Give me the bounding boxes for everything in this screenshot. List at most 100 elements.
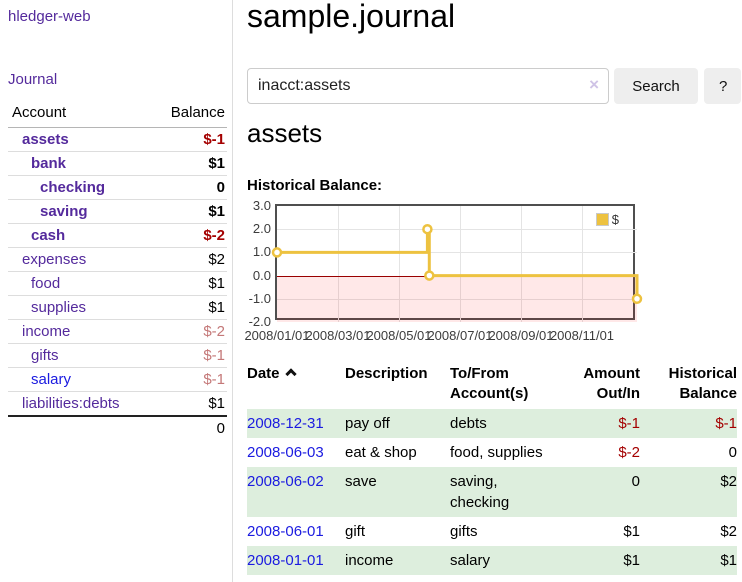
sidebar-account-cash[interactable]: cash [31, 227, 66, 244]
sidebar-account-assets[interactable]: assets [22, 131, 69, 148]
sidebar-account-food[interactable]: food [31, 275, 61, 292]
date-column-header[interactable]: Date [247, 358, 345, 409]
historical-balance-chart[interactable]: 3.0 2.0 1.0 0.0 -1.0 -2.0 $ 2008/01/01 2008/03… [244, 198, 727, 348]
transaction-accounts: debts [450, 415, 487, 432]
transaction-date-cell: 2008-01-01 [247, 546, 345, 575]
sidebar-account-supplies[interactable]: supplies [31, 299, 87, 316]
sidebar-account-liabilities-debts[interactable]: liabilities:debts [22, 395, 120, 412]
transaction-amount: $-2 [618, 444, 640, 461]
gridline [277, 298, 637, 300]
account-row: food $1 [8, 271, 227, 296]
transaction-balance: $2 [720, 523, 737, 540]
balance-header-line2: Balance [679, 385, 737, 402]
x-tick-label: 2008/03/01 [305, 328, 371, 343]
transaction-date-link[interactable]: 2008-06-02 [247, 473, 324, 490]
brand-link[interactable]: hledger-web [8, 8, 91, 25]
x-tick-label: 2008/07/01 [427, 328, 493, 343]
transaction-date-cell: 2008-12-31 [247, 409, 345, 438]
search-button[interactable]: Search [614, 68, 698, 104]
x-tick-label: 2008/11/01 [549, 328, 615, 343]
data-point-marker [631, 293, 643, 305]
gridline [338, 206, 339, 322]
account-balance: $-2 [151, 319, 227, 344]
transaction-date-link[interactable]: 2008-12-31 [247, 415, 324, 432]
account-balance: $-2 [151, 223, 227, 248]
sidebar-item-journal[interactable]: Journal [8, 71, 58, 88]
account-balance: $2 [151, 247, 227, 272]
gridline [277, 252, 637, 254]
transaction-date-link[interactable]: 2008-01-01 [247, 552, 324, 569]
accounts-total-value: 0 [151, 415, 227, 440]
search-input[interactable] [247, 68, 609, 104]
account-row: gifts $-1 [8, 343, 227, 368]
transaction-accounts: salary [450, 552, 491, 569]
register-table: Date Description To/From Account(s) Amou… [247, 358, 737, 575]
transaction-row[interactable]: 2008-01-01 income salary $1 $1 [247, 546, 737, 575]
sort-ascending-icon [284, 368, 297, 380]
transaction-date-link[interactable]: 2008-06-03 [247, 444, 324, 461]
sidebar-account-gifts[interactable]: gifts [31, 347, 59, 364]
account-row: income $-2 [8, 319, 227, 344]
account-name-cell: gifts [8, 343, 152, 368]
transaction-date-cell: 2008-06-03 [247, 438, 345, 467]
account-row: cash $-2 [8, 223, 227, 248]
gridline [460, 206, 461, 322]
search-box: × [247, 68, 609, 104]
account-row: bank $1 [8, 151, 227, 176]
account-name-cell: checking [8, 175, 152, 200]
transaction-date-cell: 2008-06-02 [247, 467, 345, 517]
balance-column-header: Balance [151, 100, 227, 128]
transaction-balance: $1 [720, 552, 737, 569]
y-tick-label: -1.0 [248, 290, 271, 306]
transaction-accounts: food, supplies [450, 444, 543, 461]
account-balance: $1 [151, 199, 227, 224]
accounts-total-spacer [8, 415, 152, 440]
accounts-column-header: To/From Account(s) [450, 358, 554, 409]
transaction-date-cell: 2008-06-01 [247, 517, 345, 546]
sidebar-account-expenses[interactable]: expenses [22, 251, 87, 268]
account-balance: 0 [151, 175, 227, 200]
account-heading: assets [247, 118, 323, 148]
transaction-row[interactable]: 2008-06-02 save saving, checking 0 $2 [247, 467, 737, 517]
accounts-table: Account Balance assets $-1 bank $1 checking 0… [8, 100, 227, 440]
chart-plot-area: $ [271, 204, 643, 322]
sidebar-account-bank[interactable]: bank [31, 155, 67, 172]
amount-header-line2: Out/In [596, 385, 640, 402]
chart-title: Historical Balance: [247, 177, 383, 194]
transaction-row[interactable]: 2008-06-03 eat & shop food, supplies $-2 0 [247, 438, 737, 467]
transaction-row[interactable]: 2008-12-31 pay off debts $-1 $-1 [247, 409, 737, 438]
x-tick-label: 2008/09/01 [488, 328, 554, 343]
account-column-header: Account [8, 100, 152, 128]
balance-column-header-main: Historical Balance [640, 358, 737, 409]
transaction-description: eat & shop [345, 444, 417, 461]
sidebar: hledger-web Journal Account Balance asse… [0, 0, 233, 582]
transaction-description: income [345, 552, 394, 569]
accounts-header-line1: To/From [450, 365, 509, 382]
account-name-cell: cash [8, 223, 152, 248]
gridline [399, 206, 400, 322]
account-balance: $1 [151, 271, 227, 296]
help-button[interactable]: ? [704, 68, 741, 104]
account-row: salary $-1 [8, 367, 227, 392]
sidebar-account-checking[interactable]: checking [40, 179, 106, 196]
series-label: $ [611, 212, 619, 227]
gridline [277, 229, 637, 231]
account-name-cell: food [8, 271, 152, 296]
transaction-balance: $2 [720, 473, 737, 490]
account-row: supplies $1 [8, 295, 227, 320]
sidebar-account-income[interactable]: income [22, 323, 71, 340]
account-balance: $1 [151, 151, 227, 176]
sidebar-account-salary[interactable]: salary [31, 371, 72, 388]
transaction-date-link[interactable]: 2008-06-01 [247, 523, 324, 540]
gridline [521, 206, 522, 322]
clear-search-icon[interactable]: × [589, 75, 599, 94]
transaction-amount: $1 [623, 523, 640, 540]
x-tick-label: 2008/01/01 [244, 328, 310, 343]
account-balance: $1 [151, 295, 227, 320]
accounts-header-line2: Account(s) [450, 385, 529, 402]
balance-step-line [277, 227, 639, 299]
transaction-row[interactable]: 2008-06-01 gift gifts $1 $2 [247, 517, 737, 546]
y-tick-label: 3.0 [252, 198, 271, 213]
sidebar-account-saving[interactable]: saving [40, 203, 88, 220]
